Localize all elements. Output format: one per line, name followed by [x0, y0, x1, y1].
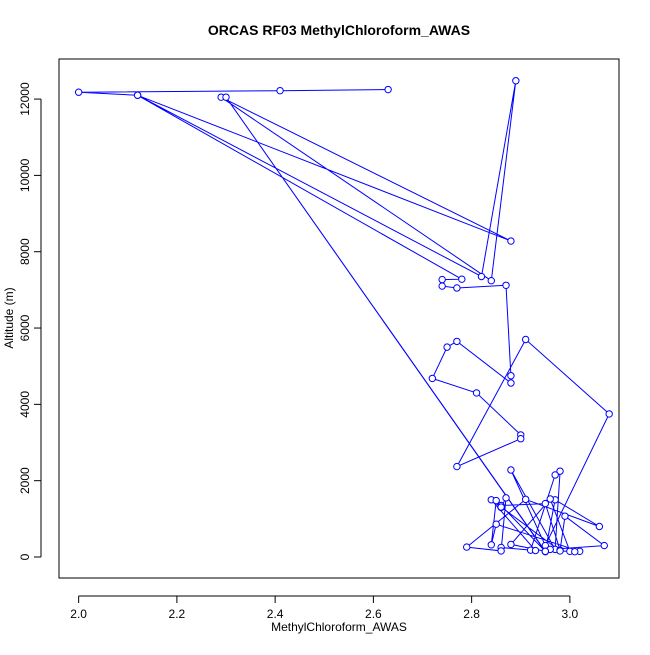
y-tick-label: 0 — [18, 553, 32, 560]
data-point — [477, 272, 486, 281]
data-point — [507, 237, 515, 245]
data-point — [384, 85, 392, 94]
data-point — [507, 372, 515, 380]
axes-layer: 2.0 2.2 2.4 2.6 2.8 3.0 0 2000 4000 6000 8000 10000… — [18, 82, 579, 621]
data-point — [541, 547, 550, 555]
x-tick-label: 3.0 — [562, 607, 579, 621]
y-axis-label: Altitude (m) — [2, 287, 16, 348]
data-point — [74, 88, 83, 96]
data-point — [443, 343, 451, 351]
data-point — [512, 77, 520, 85]
data-point — [541, 499, 550, 508]
data-point — [222, 93, 230, 101]
data-point — [561, 512, 569, 520]
data-point — [595, 522, 604, 531]
data-point — [438, 282, 446, 290]
data-point — [463, 543, 471, 551]
y-tick-label: 10000 — [18, 158, 32, 192]
data-point — [453, 462, 461, 471]
data-point — [487, 541, 495, 549]
y-tick-label: 4000 — [18, 391, 32, 418]
data-point — [546, 495, 554, 503]
y-tick-label: 6000 — [18, 314, 32, 341]
data-point — [507, 379, 515, 387]
x-axis-label: MethylChloroform_AWAS — [271, 620, 407, 634]
data-point — [507, 466, 515, 474]
data-point — [438, 275, 446, 284]
y-tick-label: 2000 — [18, 467, 32, 494]
data-point — [497, 547, 505, 555]
data-point — [472, 389, 481, 397]
data-point — [497, 503, 505, 511]
data-point — [605, 410, 613, 418]
data-point — [276, 86, 284, 95]
data-point — [453, 337, 461, 346]
x-tick-label: 2.6 — [365, 607, 382, 621]
data-point — [600, 541, 608, 550]
data-point — [521, 335, 530, 344]
data-point — [502, 281, 510, 289]
y-tick-label: 8000 — [18, 238, 32, 265]
data-point — [502, 494, 510, 502]
data-point — [458, 275, 466, 283]
chart-title: ORCAS RF03 MethylChloroform_AWAS — [208, 22, 470, 38]
data-point — [133, 91, 142, 99]
y-tick-label: 12000 — [18, 82, 32, 116]
data-point — [428, 374, 437, 383]
x-tick-label: 2.0 — [70, 607, 87, 621]
data-point — [551, 471, 559, 479]
data-point — [571, 547, 579, 556]
data-point — [521, 495, 530, 504]
series-layer — [74, 77, 613, 556]
x-tick-label: 2.2 — [169, 607, 186, 621]
data-point — [487, 277, 495, 285]
plot-frame — [58, 58, 620, 579]
data-point — [556, 547, 564, 555]
data-point — [531, 546, 540, 555]
x-tick-label: 2.8 — [463, 607, 480, 621]
data-point — [507, 540, 515, 549]
data-point — [453, 284, 461, 292]
data-point — [492, 520, 500, 528]
data-point — [492, 496, 500, 505]
data-point — [517, 435, 525, 443]
x-tick-label: 2.4 — [267, 607, 284, 621]
data-point — [556, 467, 564, 475]
